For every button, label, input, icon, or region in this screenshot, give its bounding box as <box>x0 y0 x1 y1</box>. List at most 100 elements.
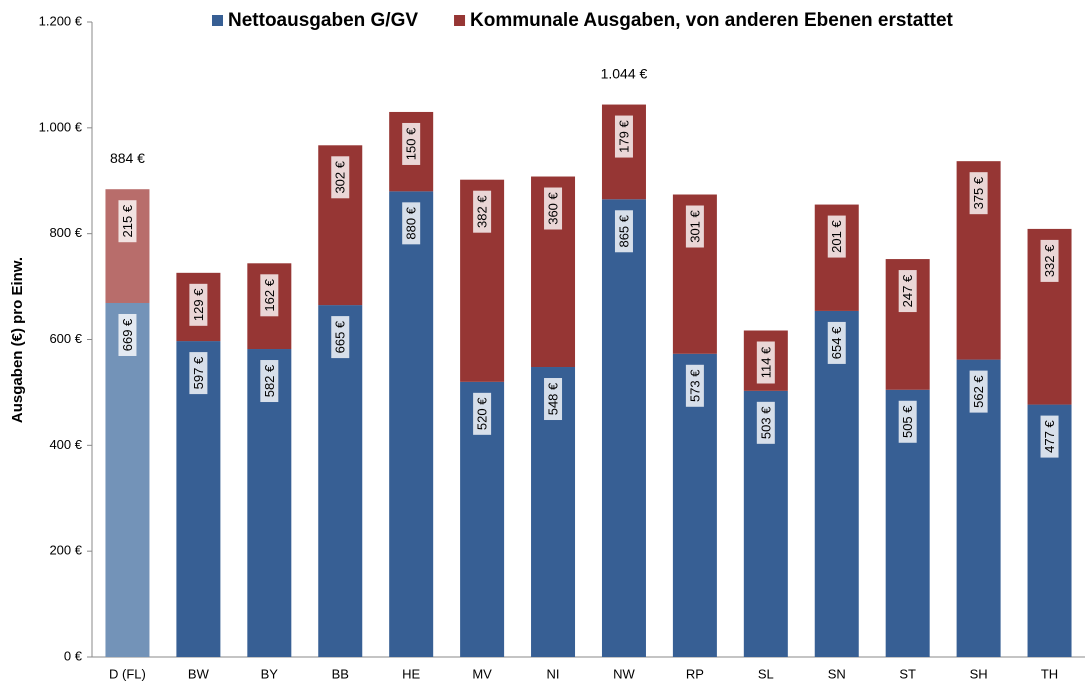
legend-swatch <box>454 15 466 26</box>
bar-segment <box>814 310 859 657</box>
value-label: 302 € <box>333 160 348 193</box>
x-tick-label: D (FL) <box>109 666 146 681</box>
total-annotation: 1.044 € <box>601 65 648 81</box>
value-label: 562 € <box>971 375 986 408</box>
value-label-box <box>1040 239 1059 282</box>
value-label-group: 114 € <box>756 341 775 384</box>
value-label: 582 € <box>262 364 277 397</box>
y-tick-label: 200 € <box>49 543 82 558</box>
x-tick-label: BY <box>261 666 279 681</box>
y-tick-label: 800 € <box>49 225 82 240</box>
x-tick-label: SH <box>970 666 988 681</box>
y-tick-label: 600 € <box>49 331 82 346</box>
value-label-group: 665 € <box>331 316 350 359</box>
value-label-box <box>544 187 563 230</box>
value-label-box <box>756 401 775 444</box>
value-label: 179 € <box>616 120 631 153</box>
total-annotation: 884 € <box>110 150 145 166</box>
value-label-box <box>1040 415 1059 458</box>
value-label: 477 € <box>1042 420 1057 453</box>
value-label-box <box>402 122 421 165</box>
y-axis-label: Ausgaben (€) pro Einw. <box>9 257 26 423</box>
value-label-group: 597 € <box>189 352 208 395</box>
legend-label: Nettoausgaben G/GV <box>228 10 418 31</box>
x-tick-label: MV <box>472 666 492 681</box>
x-tick-label: BB <box>332 666 349 681</box>
bar-segment <box>601 199 646 658</box>
value-label: 865 € <box>616 214 631 247</box>
value-label-box <box>614 115 633 158</box>
value-label-box <box>189 283 208 326</box>
x-tick-label: HE <box>402 666 420 681</box>
value-label-box <box>331 316 350 359</box>
value-label: 129 € <box>191 288 206 321</box>
value-label-group: 573 € <box>685 364 704 407</box>
value-label: 520 € <box>475 397 490 430</box>
value-label-box <box>827 215 846 258</box>
value-label-box <box>260 274 279 317</box>
value-label-group: 477 € <box>1040 415 1059 458</box>
x-tick-label: TH <box>1041 666 1058 681</box>
value-label-box <box>402 202 421 245</box>
value-label-group: 247 € <box>898 270 917 313</box>
y-tick-label: 0 € <box>64 648 83 663</box>
value-label-group: 654 € <box>827 321 846 364</box>
value-label-box <box>898 400 917 443</box>
value-label-box <box>118 200 137 243</box>
value-label: 375 € <box>971 176 986 209</box>
value-label-group: 548 € <box>544 378 563 421</box>
value-label: 382 € <box>475 195 490 228</box>
value-label: 665 € <box>333 320 348 353</box>
value-label: 597 € <box>191 356 206 389</box>
value-label-group: 201 € <box>827 215 846 258</box>
value-label: 503 € <box>758 406 773 439</box>
x-tick-label: NI <box>547 666 560 681</box>
y-tick-label: 1.200 € <box>39 13 83 28</box>
value-label: 150 € <box>404 127 419 160</box>
value-label-group: 301 € <box>685 205 704 248</box>
x-tick-label: BW <box>188 666 210 681</box>
bar-segment <box>105 302 150 657</box>
legend-label: Kommunale Ausgaben, von anderen Ebenen e… <box>470 10 954 31</box>
value-label-group: 162 € <box>260 274 279 317</box>
legend-swatch <box>212 15 223 26</box>
value-label-box <box>260 360 279 403</box>
value-label-group: 302 € <box>331 156 350 199</box>
bar-segment <box>389 191 434 658</box>
value-label-group: 582 € <box>260 360 279 403</box>
value-label-group: 215 € <box>118 200 137 243</box>
x-tick-label: RP <box>686 666 704 681</box>
y-tick-label: 1.000 € <box>39 119 83 134</box>
bar-segment <box>318 305 363 657</box>
value-label: 880 € <box>404 206 419 239</box>
x-tick-label: NW <box>613 666 635 681</box>
value-label: 162 € <box>262 278 277 311</box>
value-label-group: 865 € <box>614 210 633 253</box>
value-label: 360 € <box>545 191 560 224</box>
value-label: 201 € <box>829 220 844 253</box>
value-label-box <box>331 156 350 199</box>
value-label-box <box>473 392 492 435</box>
value-label-group: 382 € <box>473 190 492 233</box>
value-label-box <box>544 378 563 421</box>
value-label-box <box>969 370 988 413</box>
value-label: 114 € <box>758 346 773 378</box>
value-label-box <box>473 190 492 233</box>
value-label-group: 129 € <box>189 283 208 326</box>
value-label-group: 505 € <box>898 400 917 443</box>
value-label: 215 € <box>120 204 135 237</box>
y-tick-label: 400 € <box>49 437 82 452</box>
x-tick-label: SL <box>758 666 774 681</box>
x-tick-label: SN <box>828 666 846 681</box>
value-label-box <box>685 205 704 248</box>
value-label: 669 € <box>120 318 135 351</box>
value-label: 548 € <box>545 382 560 415</box>
value-label: 654 € <box>829 326 844 359</box>
value-label-box <box>756 341 775 384</box>
value-label-group: 880 € <box>402 202 421 245</box>
value-label: 332 € <box>1042 244 1057 277</box>
value-label-group: 503 € <box>756 401 775 444</box>
value-label-box <box>189 352 208 395</box>
value-label-box <box>898 270 917 313</box>
